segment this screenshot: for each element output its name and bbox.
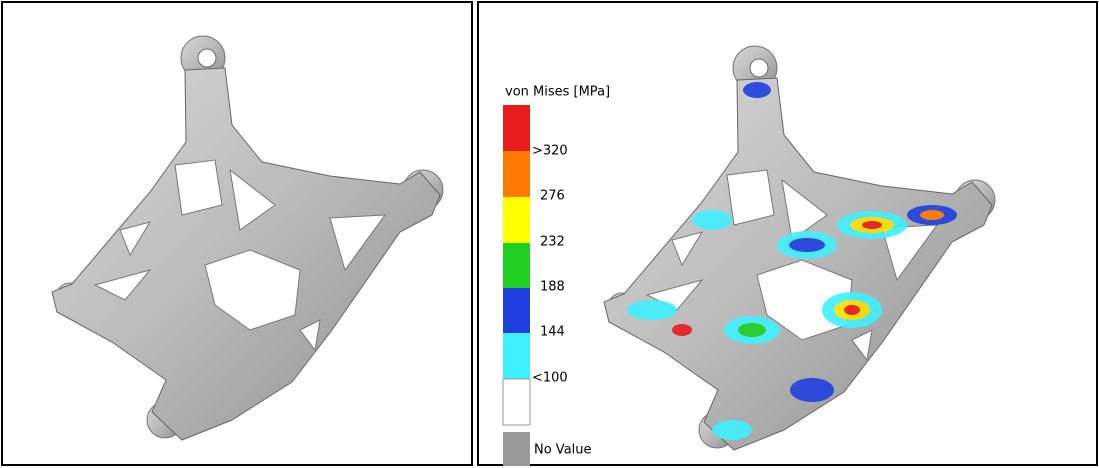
- legend-swatch: [503, 379, 530, 425]
- legend-label: 232: [540, 235, 565, 250]
- legend-swatch: [503, 432, 530, 466]
- legend-swatch: [503, 243, 530, 288]
- legend-label: No Value: [534, 443, 592, 458]
- legend-label: <100: [532, 371, 568, 386]
- legend-label: >320: [532, 144, 568, 159]
- legend-title: von Mises [MPa]: [505, 85, 610, 100]
- legend-label: 144: [540, 325, 565, 340]
- legend-swatch: [503, 288, 530, 333]
- legend-swatch: [503, 105, 530, 151]
- legend-swatch: [503, 197, 530, 243]
- legend-label: 276: [540, 189, 565, 204]
- figure: von Mises [MPa] >320 276 232 188 144 <10…: [0, 0, 1099, 468]
- figure-canvas: von Mises [MPa] >320 276 232 188 144 <10…: [0, 0, 1099, 468]
- legend-swatch: [503, 151, 530, 197]
- legend-label: 188: [540, 280, 565, 295]
- legend-swatch: [503, 333, 530, 379]
